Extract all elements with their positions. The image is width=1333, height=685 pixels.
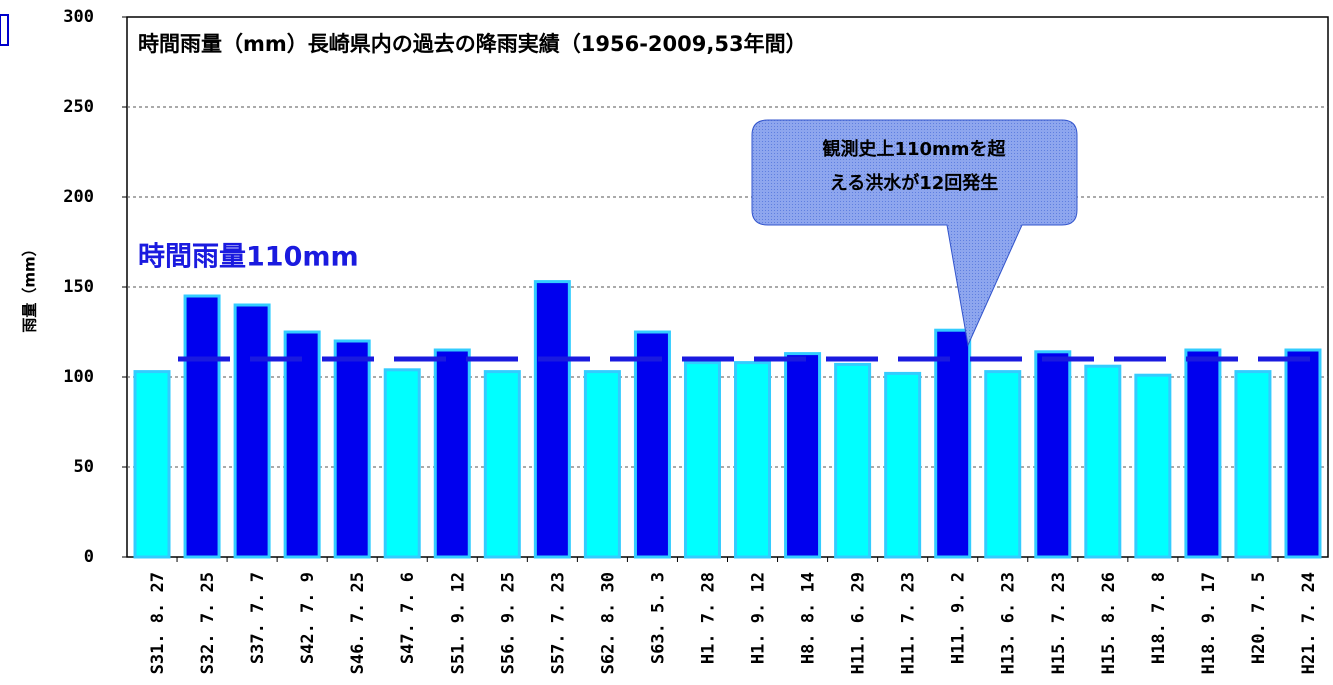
x-tick-label: H11. 6. 29 xyxy=(849,572,869,674)
bar xyxy=(1284,348,1322,559)
y-tick-label: 300 xyxy=(63,7,94,27)
x-tick-label: H21. 7. 24 xyxy=(1299,572,1319,674)
bar xyxy=(984,370,1022,559)
bar xyxy=(1134,373,1172,559)
bar xyxy=(1184,348,1222,559)
x-tick-label: S47. 7. 6 xyxy=(398,572,418,664)
x-tick-label: S46. 7. 25 xyxy=(348,572,368,674)
bar xyxy=(483,370,521,559)
x-tick-label: S42. 7. 9 xyxy=(298,572,318,664)
bar xyxy=(683,361,721,559)
reference-label: 時間雨量110mm xyxy=(138,242,359,273)
bar xyxy=(233,303,271,559)
callout xyxy=(751,119,1078,347)
bar xyxy=(934,328,972,559)
y-tick-label: 0 xyxy=(84,547,94,567)
bar xyxy=(583,370,621,559)
bar xyxy=(533,280,571,559)
x-tick-label: S37. 7. 7 xyxy=(248,572,268,664)
x-tick-label: S57. 7. 23 xyxy=(548,572,568,674)
x-tick-label: H11. 9. 2 xyxy=(949,572,969,664)
y-tick-label: 200 xyxy=(63,187,94,207)
y-tick-label: 50 xyxy=(74,457,94,477)
y-tick-label: 150 xyxy=(63,277,94,297)
x-tick-label: H1. 7. 28 xyxy=(698,572,718,664)
annotation: 観測史上110mmを超 xyxy=(822,138,1006,160)
x-tick-label: S51. 9. 12 xyxy=(448,572,468,674)
chart-title: 時間雨量（mm）長崎県内の過去の降雨実績（1956-2009,53年間） xyxy=(138,32,807,56)
bar xyxy=(183,294,221,559)
x-tick-label: S32. 7. 25 xyxy=(198,572,218,674)
bar xyxy=(734,361,772,559)
x-tick-label: S31. 8. 27 xyxy=(148,572,168,674)
annotation: える洪水が12回発生 xyxy=(830,172,999,194)
x-tick-label: H8. 8. 14 xyxy=(799,572,819,664)
bar xyxy=(283,330,321,559)
bar xyxy=(1084,364,1122,559)
x-tick-label: H11. 7. 23 xyxy=(899,572,919,674)
bar xyxy=(784,352,822,559)
bar xyxy=(834,362,872,559)
x-tick-label: S63. 5. 3 xyxy=(648,572,668,664)
bar xyxy=(1034,350,1072,559)
x-tick-label: H1. 9. 12 xyxy=(749,572,769,664)
x-tick-label: H13. 6. 23 xyxy=(999,572,1019,674)
x-tick-label: S62. 8. 30 xyxy=(598,572,618,674)
bar xyxy=(1234,370,1272,559)
x-tick-label: H15. 7. 23 xyxy=(1049,572,1069,674)
bar xyxy=(633,330,671,559)
y-tick-label: 100 xyxy=(63,367,94,387)
x-tick-label: H20. 7. 5 xyxy=(1249,572,1269,664)
decoration xyxy=(0,14,9,46)
x-tick-label: S56. 9. 25 xyxy=(498,572,518,674)
x-tick-label: H18. 9. 17 xyxy=(1199,572,1219,674)
bar xyxy=(133,370,171,559)
y-tick-label: 250 xyxy=(63,97,94,117)
bar xyxy=(884,371,922,559)
x-tick-label: H15. 8. 26 xyxy=(1099,572,1119,674)
y-axis-label: 雨量（mm） xyxy=(21,241,39,332)
x-tick-label: H18. 7. 8 xyxy=(1149,572,1169,664)
bar xyxy=(333,339,371,559)
bar xyxy=(383,368,421,559)
bar xyxy=(433,348,471,559)
